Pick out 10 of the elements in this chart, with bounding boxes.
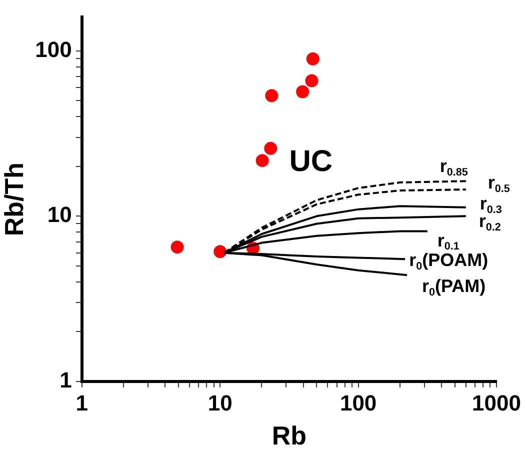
y-tick-label: 1 <box>60 367 72 392</box>
x-tick-label: 100 <box>340 390 377 416</box>
y-tick-label: 10 <box>47 202 72 228</box>
annotation: UC <box>289 145 333 178</box>
y-axis-title: Rb/Th <box>0 162 29 236</box>
x-tick-label: 10 <box>208 390 232 416</box>
x-axis-title: Rb <box>272 420 307 451</box>
x-tick-label: 1 <box>76 390 88 416</box>
y-tick-label: 100 <box>35 36 72 62</box>
x-tick-label: 1000 <box>472 390 522 416</box>
